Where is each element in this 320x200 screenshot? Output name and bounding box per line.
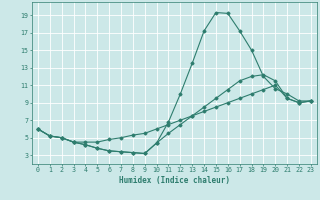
X-axis label: Humidex (Indice chaleur): Humidex (Indice chaleur) [119,176,230,185]
